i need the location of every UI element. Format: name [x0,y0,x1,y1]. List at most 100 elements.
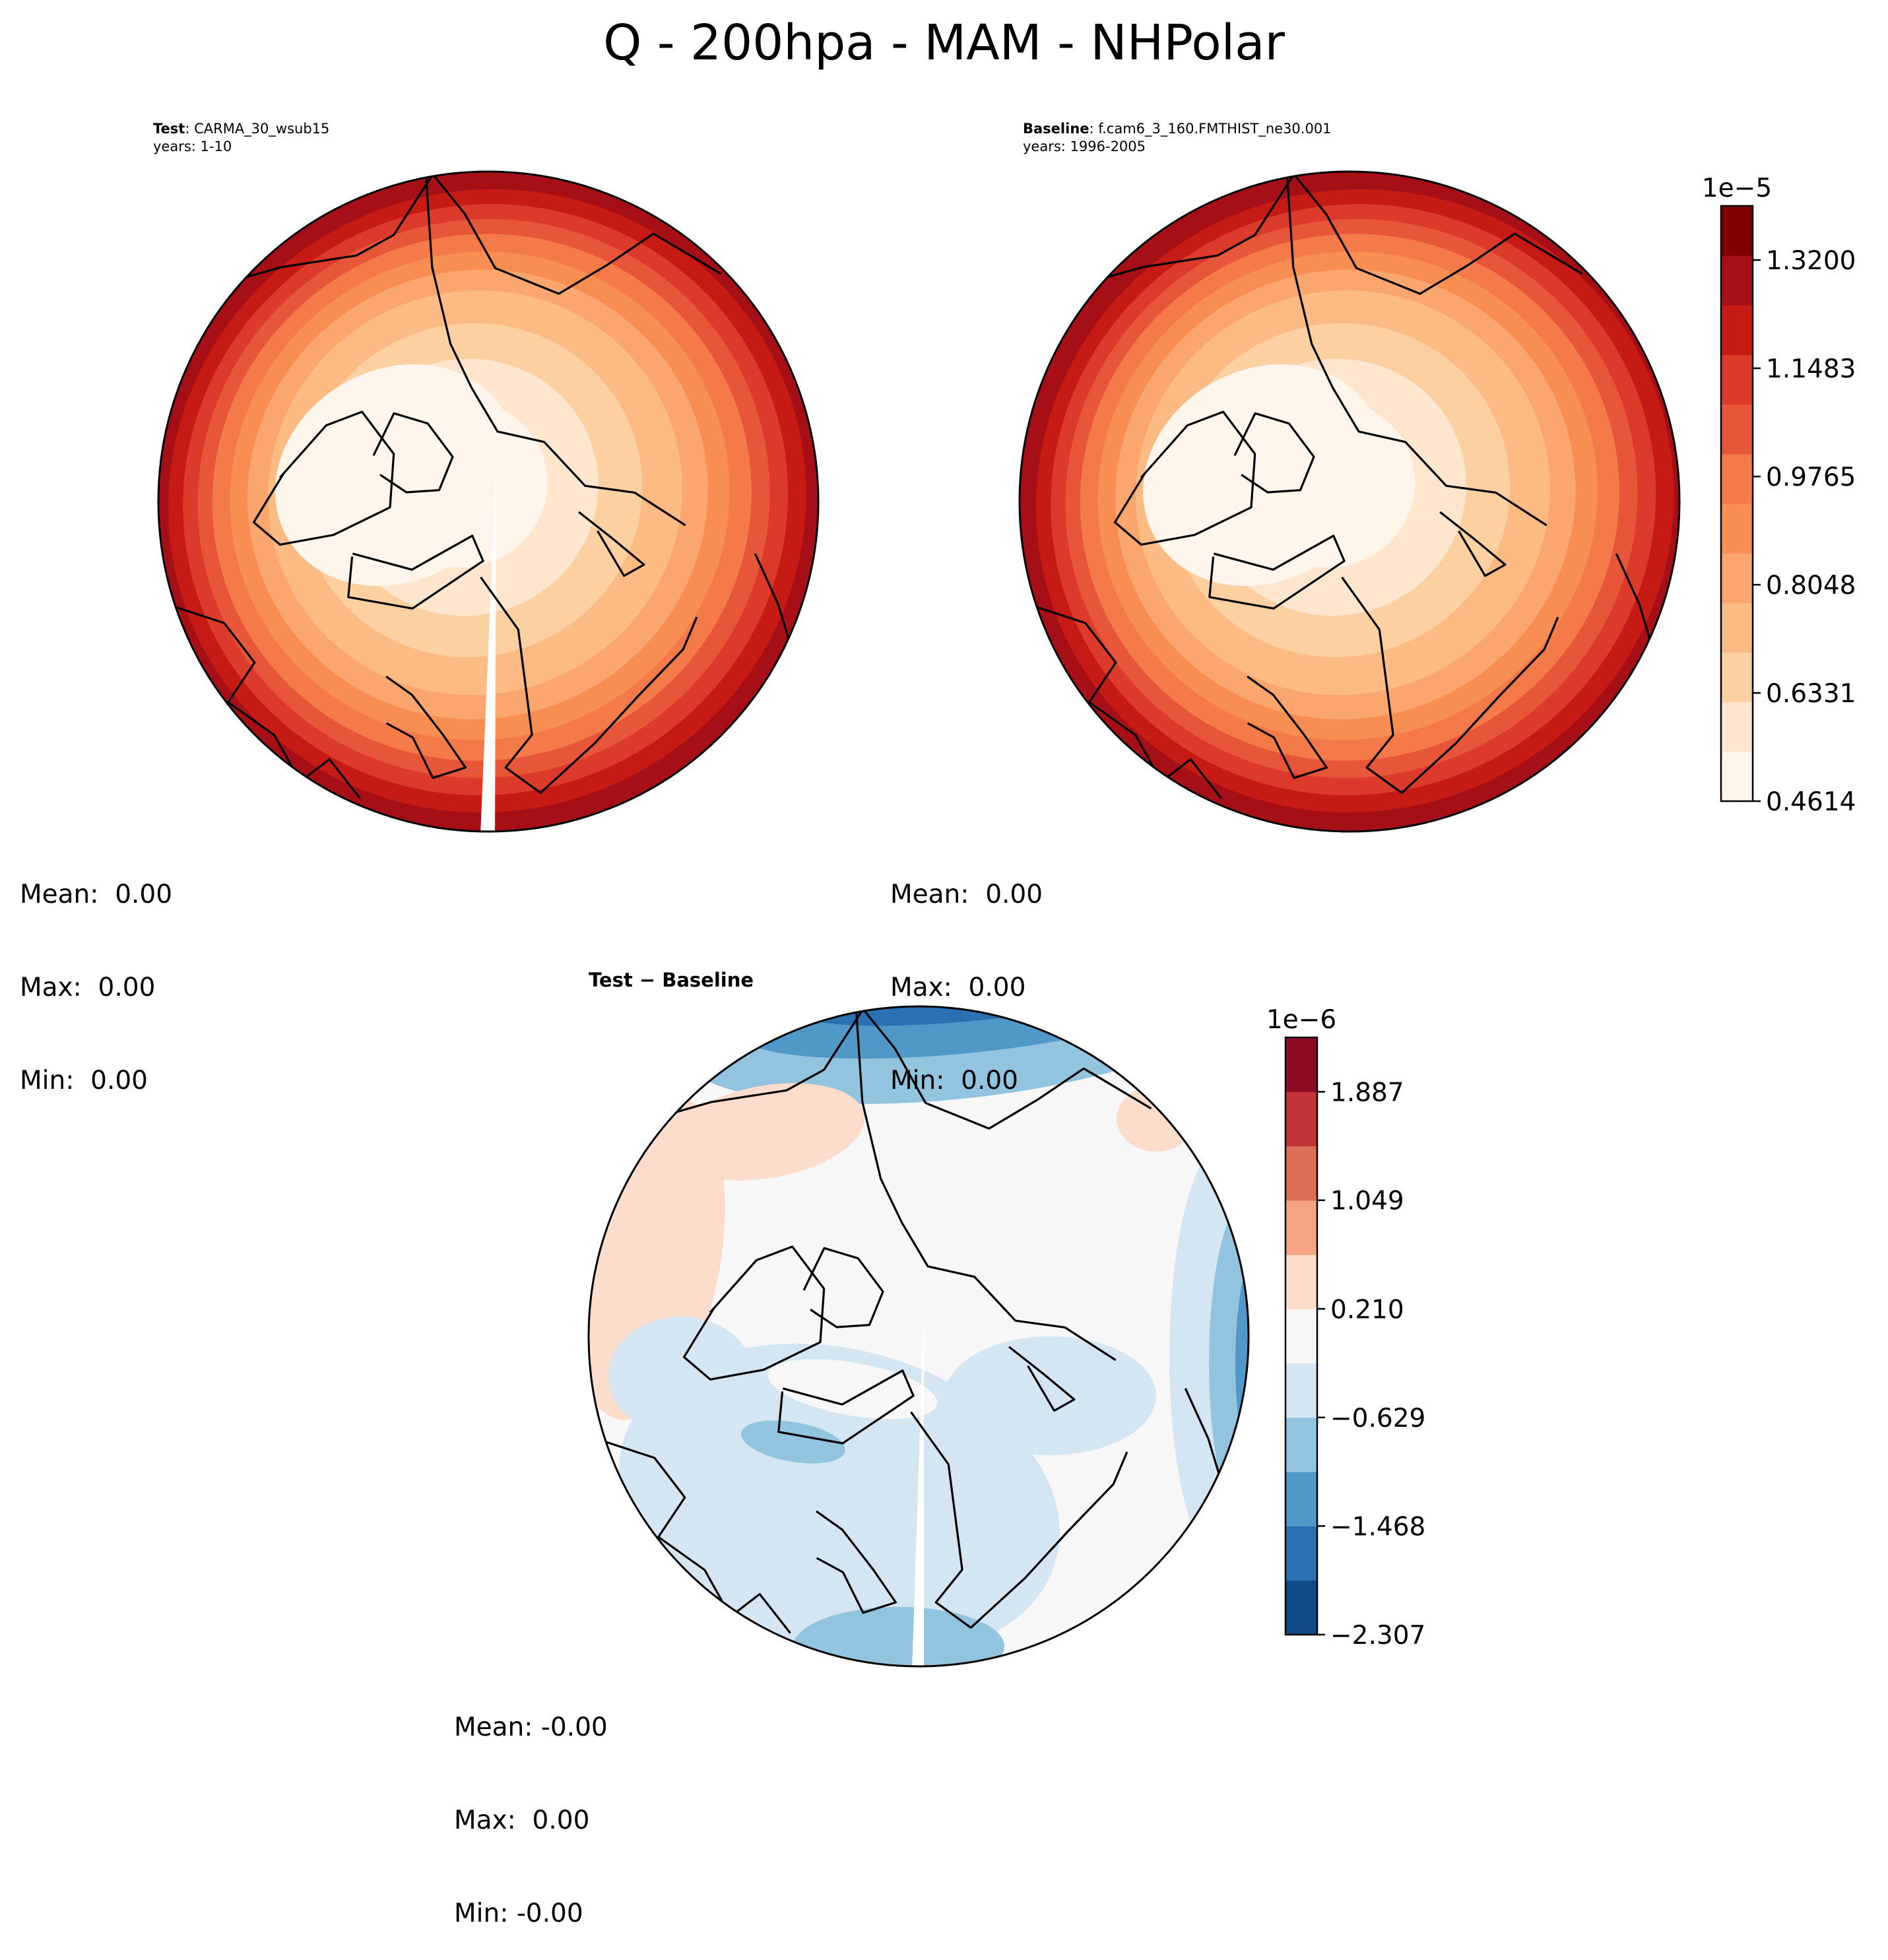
colorbar-frame [1720,205,1754,802]
colorbar-tick-label: 0.9765 [1766,463,1856,492]
contour-band [800,1006,1169,1026]
contour-band [945,1336,1156,1455]
colorbar-segment [1286,1363,1317,1418]
coastline [1008,1346,1076,1412]
colorbar-segment [1721,702,1753,752]
baseline-min: Min: 0.00 [890,1066,1018,1095]
baseline-max: Max: 0.00 [890,973,1026,1002]
diff-min: Min: -0.00 [454,1899,583,1928]
coastline [855,1012,1117,1361]
colorbar-segment [1286,1146,1317,1201]
diff-header: Test − Baseline [589,969,754,991]
colorbar-segment [1721,553,1753,603]
coastline [777,1369,915,1445]
coastline [347,535,484,610]
coastline [1113,410,1256,546]
colorbar-segment [1286,1580,1317,1635]
colorbar-segment [1721,504,1753,554]
colorbar-tick-label: −1.468 [1330,1512,1425,1542]
test-label-case: : CARMA_30_wsub15 [185,121,330,137]
diff-mean: Mean: -0.00 [454,1713,608,1742]
colorbar-segment [1721,354,1753,405]
coastline [1341,576,1559,794]
colorbar-segment [1286,1092,1317,1147]
colorbar-segment [1286,1526,1317,1581]
diff-map [587,1005,1286,1668]
colorbar-tick-label: 0.8048 [1766,571,1856,601]
figure-canvas: 1.3200 1.1483 0.9765 0.8048 0.6331 0.4614 1e−5… [157,170,1856,1668]
colorbar-tick-label: 1.1483 [1766,354,1856,384]
coastline [578,511,645,577]
colorbar-tick-label: 0.4614 [1766,787,1856,817]
colorbar-tick-label: 0.210 [1330,1295,1404,1324]
contour-band [793,1607,1004,1666]
coastline [252,410,395,546]
colorbar-tick-label: 1.887 [1330,1078,1404,1107]
colorbar-segment [1721,652,1753,703]
coastline [1076,173,1583,295]
coastline [802,1247,884,1328]
coastline [910,1411,1128,1629]
test-label-bold: Test [153,121,185,137]
baseline-header: Baseline: f.cam6_3_160.FMTHIST_ne30.001 … [1023,120,1332,156]
colorbar-segment [1286,1255,1317,1309]
colorbar-tick-label: −0.629 [1330,1404,1425,1433]
coastline [214,173,722,295]
colorbar-segment [1286,1417,1317,1472]
coastline [1439,511,1507,577]
colorbar-offset-label: 1e−5 [1702,174,1772,203]
colorbar-segment [1721,751,1753,802]
contour-band [608,1317,754,1435]
map-field [158,172,818,832]
coastline [1144,1048,1190,1092]
coastline [1286,177,1547,527]
colorbar-segment [1286,1037,1317,1092]
colorbar-segment [1721,453,1753,504]
test-years: years: 1-10 [153,139,232,154]
map-boundary [157,170,820,833]
colorbar-tick-label: 0.6331 [1766,679,1856,709]
test-header: Test: CARMA_30_wsub15 years: 1-10 [153,120,329,156]
baseline-label-case: : f.cam6_3_160.FMTHIST_ne30.001 [1089,121,1332,137]
coastlines [594,1008,1227,1634]
coastline [1025,602,1222,799]
test-map [157,170,820,833]
contour-band [619,1344,1060,1659]
coastline [425,177,686,527]
contour-band [275,364,517,587]
coastline [1575,213,1621,257]
coastline [682,1245,826,1381]
coastline [385,675,467,779]
baseline-mean: Mean: 0.00 [890,880,1043,909]
colorbar-frame [1284,1036,1318,1636]
coastline [164,602,361,799]
colorbar-segment [1721,206,1753,256]
baseline-label-bold: Baseline [1023,121,1090,137]
colorbar-segment [1286,1472,1317,1526]
colorbar-segment [1286,1200,1317,1255]
map-field [1020,172,1679,832]
colorbar-tick-label: −2.307 [1330,1621,1425,1650]
colorbar-offset-label: 1e−6 [1266,1005,1336,1035]
baseline-stats: Mean: 0.00 Max: 0.00 Min: 0.00 [890,817,1043,1127]
colorbar-segment [1721,404,1753,455]
map-field [589,1006,1286,1666]
contour-band [1257,1284,1286,1442]
coastline [1208,535,1346,610]
colorbar-diff: 1.887 1.049 0.210 −0.629 −1.468 −2.307 1e−6 [1266,1005,1425,1650]
test-stats: Mean: 0.00 Max: 0.00 Min: 0.00 [20,817,172,1127]
map-boundary [587,1005,1250,1668]
colorbar-top: 1.3200 1.1483 0.9765 0.8048 0.6331 0.4614 1e−5 [1702,174,1856,817]
missing-data-wedge [480,462,496,832]
map-boundary [1018,170,1681,833]
coastline [372,412,454,494]
diff-stats: Mean: -0.00 Max: 0.00 Min: -0.00 [454,1650,608,1960]
contour-band [1209,1198,1249,1528]
coastline [594,1437,791,1634]
coastline [645,1008,1152,1130]
contour-band [741,1420,845,1464]
test-mean: Mean: 0.00 [20,880,173,909]
coastline [1233,412,1315,494]
colorbar-segment [1721,305,1753,355]
diff-max: Max: 0.00 [454,1806,590,1835]
